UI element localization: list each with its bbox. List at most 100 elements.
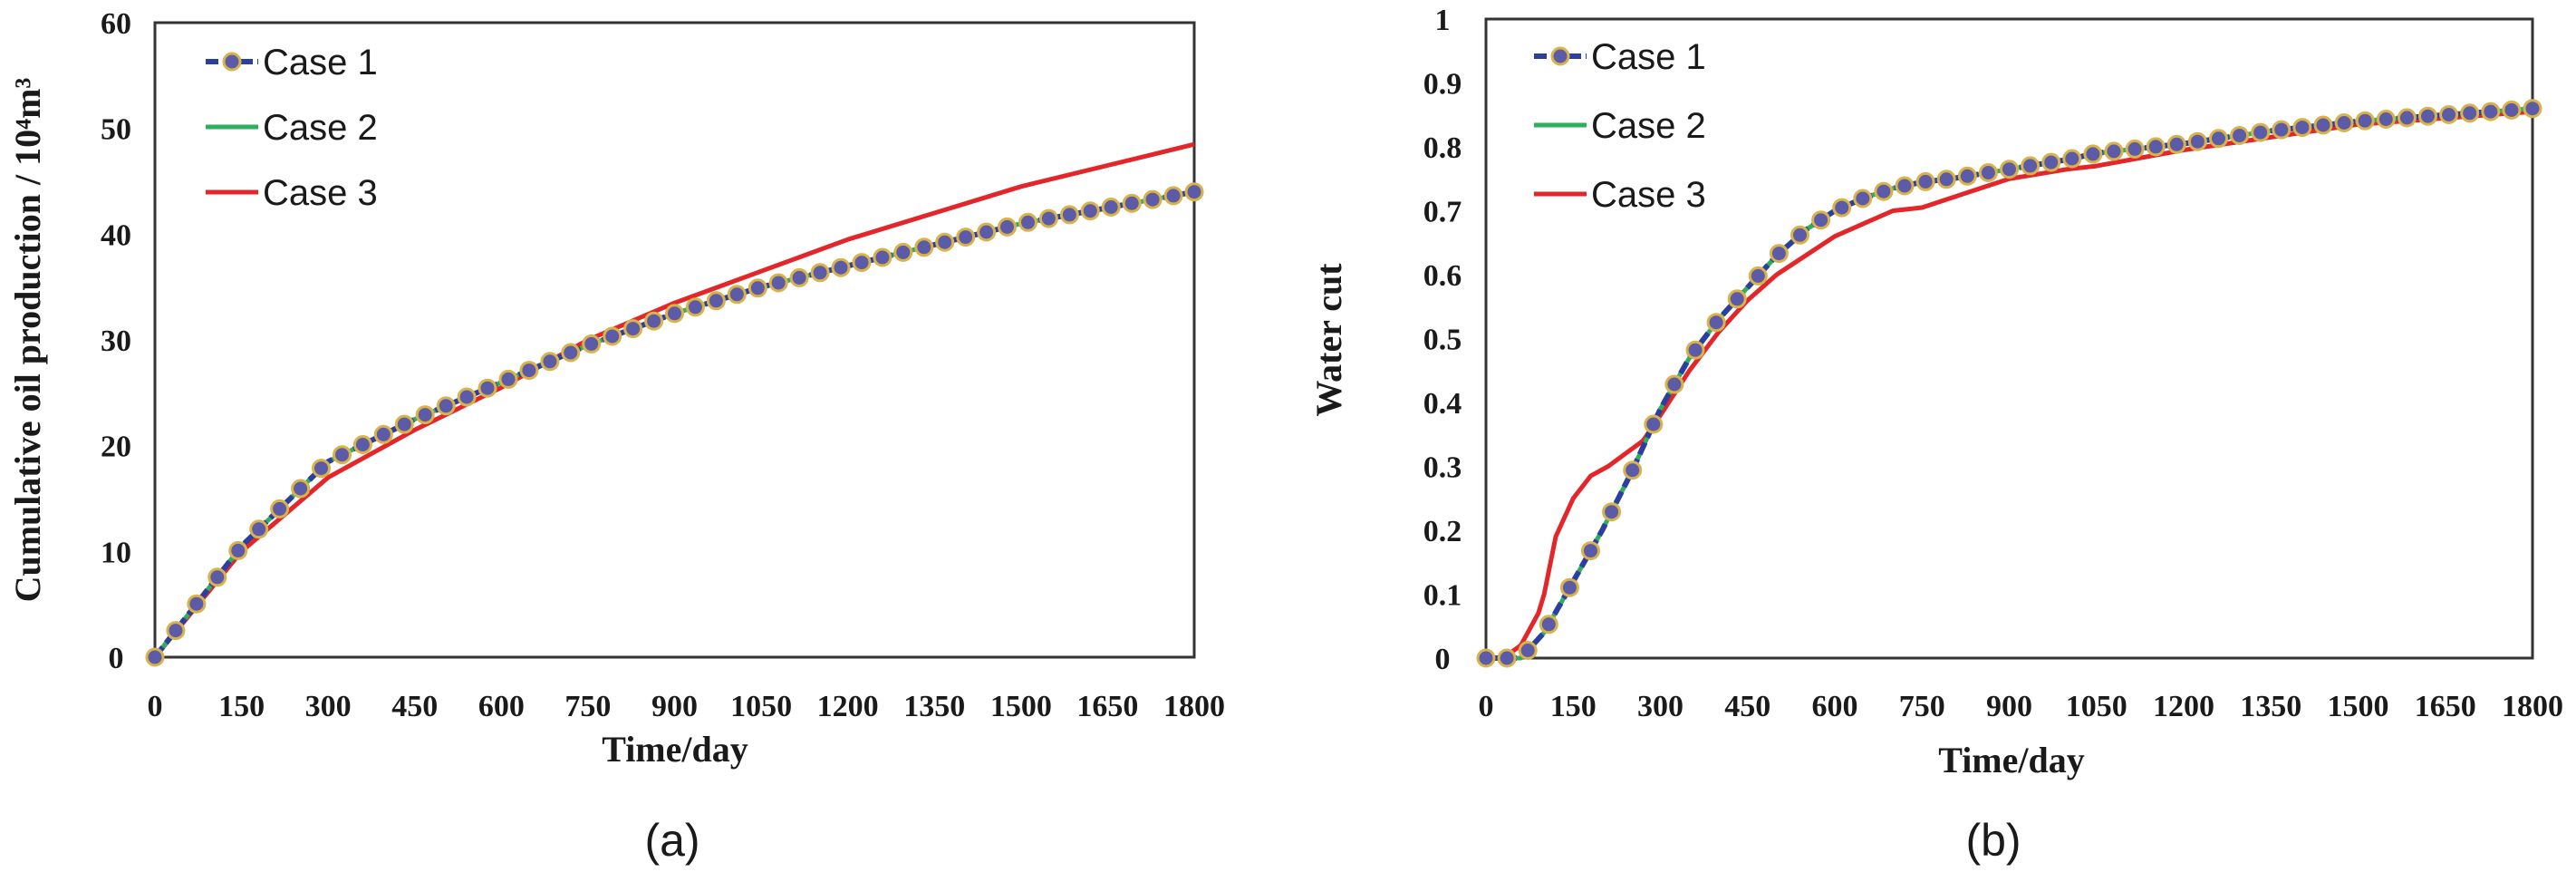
chart-b-x-tick-label: 750 xyxy=(1899,690,1945,723)
chart-b-x-tick-label: 0 xyxy=(1479,690,1494,723)
chart-b-x-tick-label: 1650 xyxy=(2415,690,2476,723)
chart-b-x-tick-label: 1350 xyxy=(2240,690,2301,723)
chart-b-series-case1-marker xyxy=(1581,541,1600,561)
chart-a-series-case1-marker xyxy=(914,237,934,257)
chart-a-series-case1-marker xyxy=(603,326,622,346)
chart-b-y-tick-label: 0.9 xyxy=(1423,68,1462,102)
chart-b-y-tick-label: 0.1 xyxy=(1423,579,1462,613)
chart-b: 0 0.1 0.2 0.3 0.4 0.5 0.6 0.7 0.8 0.9 1 0 150 300 450… xyxy=(1308,4,2563,866)
chart-b-series-case1-marker xyxy=(1811,210,1831,230)
chart-a-series-case3-line xyxy=(153,141,1195,659)
chart-a-series-case1-marker xyxy=(333,445,352,465)
chart-a-x-tick-label: 900 xyxy=(651,690,698,723)
chart-a-plot-frame xyxy=(153,21,1196,659)
chart-b-series-case1-marker xyxy=(2313,115,2333,135)
chart-a-series-case1-marker xyxy=(415,405,435,425)
chart-a-series-case1-marker xyxy=(748,278,767,298)
chart-a-x-tick-label: 1350 xyxy=(903,690,965,723)
chart-b-series-case1-marker xyxy=(1769,244,1789,264)
chart-b-series-case1-marker xyxy=(2439,105,2459,124)
chart-a-y-tick-label: 20 xyxy=(101,431,131,464)
chart-a-series-case1-marker xyxy=(935,232,955,252)
chart-b-series-case1-marker xyxy=(1915,171,1935,191)
chart-a-y-tick-label: 30 xyxy=(101,325,131,358)
chart-a-x-tick-label: 0 xyxy=(148,690,163,723)
chart-b-y-tick-label: 0.4 xyxy=(1423,387,1462,421)
chart-b-legend-case1-label: Case 1 xyxy=(1591,37,1706,77)
chart-b-series-case1-marker xyxy=(1559,577,1579,597)
chart-b-y-tick-label: 0 xyxy=(1435,643,1451,676)
chart-a-legend-case3-label: Case 3 xyxy=(263,173,378,213)
chart-a-series-case1-marker xyxy=(1018,212,1037,232)
chart-a-series-case1-marker xyxy=(1143,189,1163,209)
chart-a-series-case1-marker xyxy=(166,621,186,641)
chart-b-x-tick-label: 1500 xyxy=(2328,690,2389,723)
chart-b-series-case1-marker xyxy=(1727,289,1747,309)
chart-b-series-case1-marker xyxy=(2272,120,2291,140)
chart-a-series-case1-marker xyxy=(498,369,518,389)
chart-a-series-case1-marker xyxy=(394,414,414,434)
chart-b-legend-case2: Case 2 xyxy=(1534,106,1706,146)
chart-a-series-case1-marker xyxy=(956,228,976,247)
chart-a-x-tick-label: 1200 xyxy=(817,690,879,723)
chart-b-series-case1-marker xyxy=(2104,141,2124,161)
chart-b-series-case1-marker xyxy=(2418,106,2437,126)
chart-a-legend-case1-marker xyxy=(222,52,242,72)
chart-b-series-case1-marker xyxy=(1748,266,1768,286)
chart-b-series-case1-marker xyxy=(2146,137,2166,157)
chart-b-series-case1-marker xyxy=(2000,160,2019,179)
chart-b-y-axis-title: Water cut xyxy=(1308,263,1349,417)
chart-a-legend: Case 1 Case 2 Case 3 xyxy=(206,43,378,213)
chart-b-series-case1-marker xyxy=(1706,313,1726,333)
chart-a-series-case1-marker xyxy=(831,257,851,277)
chart-a-series-case1-marker xyxy=(228,540,248,560)
chart-b-x-axis-title: Time/day xyxy=(1938,740,2085,780)
chart-a-series-case1-marker xyxy=(582,334,602,354)
chart-b-y-tick-label: 0.2 xyxy=(1423,515,1462,548)
chart-b-x-tick-label: 1050 xyxy=(2066,690,2127,723)
chart-b-x-tick-label: 150 xyxy=(1550,690,1597,723)
chart-b-y-tick-label: 0.7 xyxy=(1423,196,1462,229)
chart-a-series-case1-marker xyxy=(1101,198,1121,217)
chart-b-series-case1-marker xyxy=(2230,126,2250,145)
chart-a-x-tick-label: 1500 xyxy=(990,690,1052,723)
chart-b-series-case1-marker xyxy=(1832,198,1852,218)
chart-a-y-tick-labels: 0 10 20 30 40 50 60 xyxy=(101,7,131,675)
chart-a-legend-case2-label: Case 2 xyxy=(263,108,378,148)
chart-b-series-case1-marker xyxy=(1623,460,1643,480)
chart-b-series-case1-marker xyxy=(2187,131,2207,151)
chart-b-series-case1-marker xyxy=(1602,502,1622,522)
chart-b-y-tick-labels: 0 0.1 0.2 0.3 0.4 0.5 0.6 0.7 0.8 0.9 1 xyxy=(1423,4,1462,676)
chart-a-series-case1-marker xyxy=(727,285,747,305)
chart-a-series-case1-marker xyxy=(207,567,227,587)
chart-b-x-tick-label: 1200 xyxy=(2153,690,2214,723)
chart-b-series-case1-marker xyxy=(1539,615,1558,635)
chart-b-series-case1-marker xyxy=(2166,134,2186,154)
chart-b-series-case1-marker xyxy=(2083,144,2103,164)
chart-a-series-case1-marker xyxy=(768,273,788,293)
chart-b-series-case1-marker xyxy=(1685,340,1705,360)
chart-b-series-case1-marker xyxy=(1895,176,1915,196)
chart-b-series-case1-marker xyxy=(2376,110,2396,129)
chart-b-x-tick-labels: 0 150 300 450 600 750 900 1050 1200 1350 1500 1650 1… xyxy=(1479,690,2564,723)
chart-b-series-case1-marker xyxy=(2460,103,2480,123)
chart-a-series-case1-marker xyxy=(312,459,331,479)
chart-a-series-case1-marker xyxy=(977,222,997,242)
chart-a-series-case1-line xyxy=(152,189,1195,659)
chart-a: 0 10 20 30 40 50 60 0 150 300 450 600 750 900 1050 120… xyxy=(7,7,1225,866)
chart-b-x-tick-label: 300 xyxy=(1637,690,1684,723)
chart-a-series-case1-marker xyxy=(561,343,581,363)
chart-a-series-case1-marker xyxy=(789,267,809,287)
chart-b-y-tick-label: 0.3 xyxy=(1423,451,1462,485)
chart-b-legend-case1: Case 1 xyxy=(1534,37,1706,77)
chart-b-series-case1-marker xyxy=(1476,648,1496,668)
chart-b-series-case1-marker xyxy=(2041,152,2061,172)
chart-a-x-tick-labels: 0 150 300 450 600 750 900 1050 1200 1350 1500 1650 1… xyxy=(148,690,1226,723)
chart-b-plot-frame xyxy=(1484,17,2534,660)
chart-b-legend-case2-label: Case 2 xyxy=(1591,106,1706,146)
chart-a-series-case1-marker xyxy=(373,424,393,444)
chart-a-series-case1-marker xyxy=(1038,208,1058,228)
chart-a-y-axis-title: Cumulative oil production / 10⁴m³ xyxy=(7,78,48,603)
chart-a-series-case1-marker xyxy=(665,304,684,324)
